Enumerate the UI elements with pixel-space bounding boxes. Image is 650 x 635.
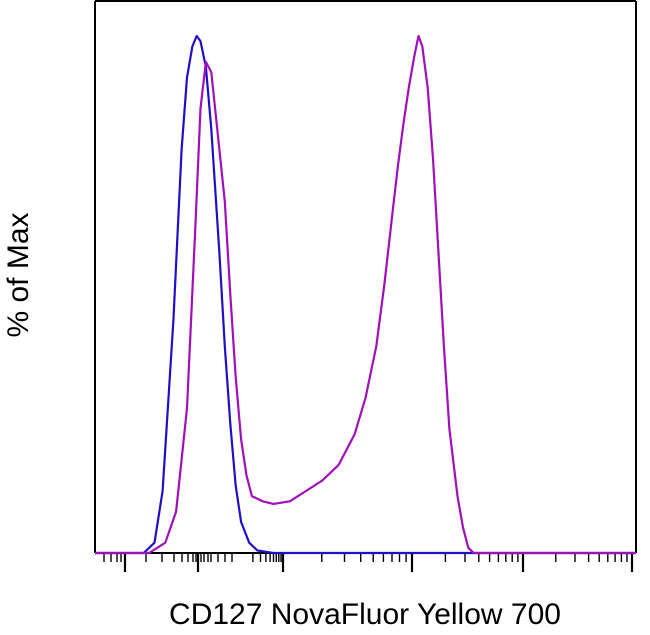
histogram-series-2 xyxy=(95,34,636,555)
series-layer xyxy=(95,34,636,555)
x-axis-title: CD127 NovaFluor Yellow 700 xyxy=(169,598,561,631)
x-axis-ticks xyxy=(103,554,634,572)
histogram-series-1 xyxy=(95,34,636,555)
y-axis-title: % of Max xyxy=(2,212,35,337)
